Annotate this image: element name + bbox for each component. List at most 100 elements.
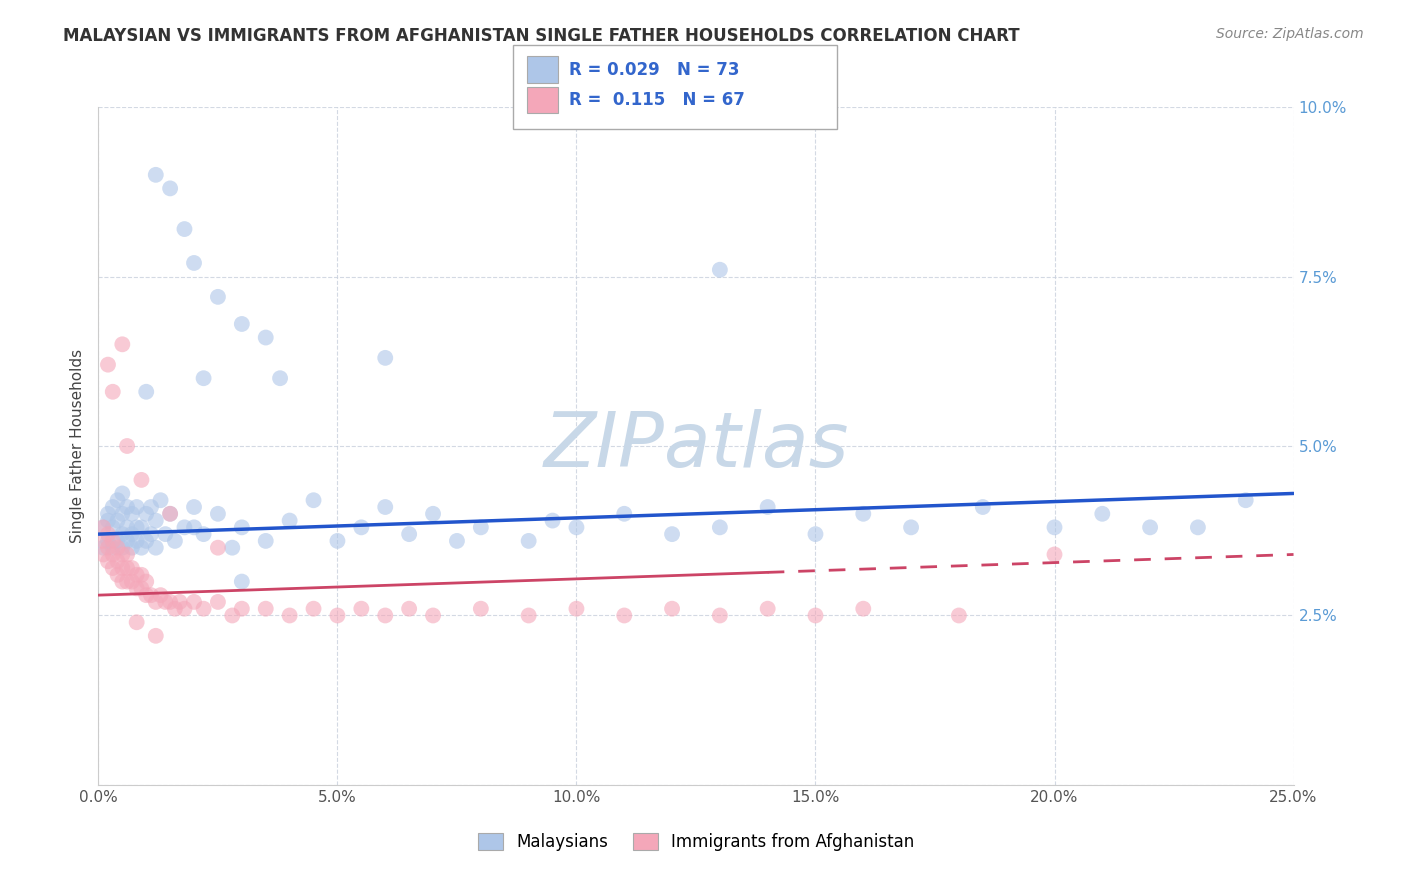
- Point: [207, 507, 229, 521]
- Point: [121, 507, 143, 521]
- Point: [756, 601, 779, 615]
- Point: [125, 520, 148, 534]
- Point: [804, 608, 827, 623]
- Y-axis label: Single Father Households: Single Father Households: [69, 349, 84, 543]
- Point: [350, 601, 373, 615]
- Point: [422, 507, 444, 521]
- Point: [159, 181, 181, 195]
- Point: [131, 582, 153, 596]
- Point: [135, 507, 157, 521]
- Point: [446, 533, 468, 548]
- Point: [155, 527, 177, 541]
- Point: [111, 337, 134, 351]
- Point: [948, 608, 970, 623]
- Point: [139, 588, 162, 602]
- Point: [169, 595, 191, 609]
- Point: [135, 588, 157, 602]
- Point: [111, 548, 134, 562]
- Point: [97, 507, 120, 521]
- Point: [374, 608, 396, 623]
- Point: [101, 384, 124, 399]
- Point: [613, 507, 636, 521]
- Point: [470, 520, 492, 534]
- Point: [125, 567, 148, 582]
- Point: [115, 500, 138, 514]
- Point: [97, 514, 120, 528]
- Point: [101, 500, 124, 514]
- Point: [115, 561, 138, 575]
- Point: [107, 493, 129, 508]
- Point: [91, 520, 114, 534]
- Point: [139, 500, 162, 514]
- Text: R =  0.115   N = 67: R = 0.115 N = 67: [569, 91, 745, 109]
- Point: [374, 351, 396, 365]
- Point: [91, 533, 114, 548]
- Point: [231, 520, 253, 534]
- Point: [125, 582, 148, 596]
- Point: [111, 507, 134, 521]
- Point: [135, 384, 157, 399]
- Point: [709, 520, 731, 534]
- Point: [115, 574, 138, 589]
- Point: [101, 541, 124, 555]
- Point: [107, 541, 129, 555]
- Text: MALAYSIAN VS IMMIGRANTS FROM AFGHANISTAN SINGLE FATHER HOUSEHOLDS CORRELATION CH: MALAYSIAN VS IMMIGRANTS FROM AFGHANISTAN…: [63, 27, 1019, 45]
- Point: [517, 533, 540, 548]
- Point: [149, 588, 172, 602]
- Point: [326, 533, 349, 548]
- Text: ZIPatlas: ZIPatlas: [543, 409, 849, 483]
- Point: [350, 520, 373, 534]
- Legend: Malaysians, Immigrants from Afghanistan: Malaysians, Immigrants from Afghanistan: [471, 827, 921, 858]
- Point: [183, 520, 205, 534]
- Point: [207, 595, 229, 609]
- Point: [1043, 520, 1066, 534]
- Point: [661, 601, 683, 615]
- Point: [125, 500, 148, 514]
- Point: [517, 608, 540, 623]
- Point: [91, 541, 114, 555]
- Point: [115, 439, 138, 453]
- Point: [131, 520, 153, 534]
- Point: [107, 554, 129, 568]
- Point: [709, 608, 731, 623]
- Point: [193, 371, 215, 385]
- Point: [145, 629, 167, 643]
- Point: [101, 548, 124, 562]
- Point: [221, 541, 243, 555]
- Point: [231, 317, 253, 331]
- Point: [107, 567, 129, 582]
- Point: [972, 500, 994, 514]
- Point: [111, 486, 134, 500]
- Point: [107, 514, 129, 528]
- Point: [155, 595, 177, 609]
- Point: [101, 520, 124, 534]
- Point: [149, 493, 172, 508]
- Point: [661, 527, 683, 541]
- Point: [97, 533, 120, 548]
- Point: [173, 520, 195, 534]
- Point: [121, 541, 143, 555]
- Text: R = 0.029   N = 73: R = 0.029 N = 73: [569, 61, 740, 78]
- Point: [398, 601, 420, 615]
- Point: [125, 533, 148, 548]
- Point: [135, 533, 157, 548]
- Point: [900, 520, 922, 534]
- Point: [221, 608, 243, 623]
- Point: [374, 500, 396, 514]
- Point: [207, 541, 229, 555]
- Point: [97, 527, 120, 541]
- Point: [302, 493, 325, 508]
- Point: [159, 507, 181, 521]
- Point: [131, 567, 153, 582]
- Point: [398, 527, 420, 541]
- Point: [101, 533, 124, 548]
- Point: [121, 527, 143, 541]
- Point: [422, 608, 444, 623]
- Point: [131, 473, 153, 487]
- Point: [326, 608, 349, 623]
- Point: [145, 514, 167, 528]
- Point: [756, 500, 779, 514]
- Point: [91, 548, 114, 562]
- Point: [1091, 507, 1114, 521]
- Point: [101, 561, 124, 575]
